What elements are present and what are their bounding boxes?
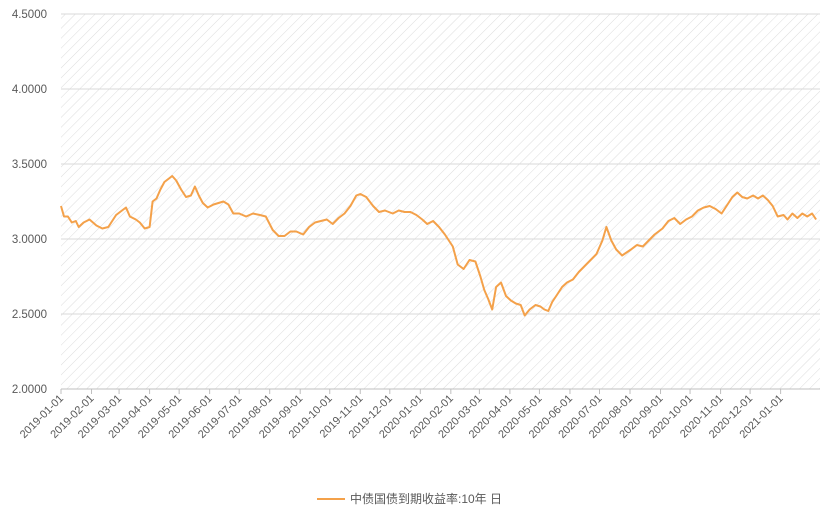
series-line — [60, 175, 817, 317]
y-tick-label: 4.0000 — [12, 84, 47, 96]
y-tick-label: 3.5000 — [12, 159, 47, 171]
y-tick-label: 2.0000 — [12, 384, 47, 396]
y-tick-label: 2.5000 — [12, 309, 47, 321]
y-tick-label: 3.0000 — [12, 234, 47, 246]
plot-area — [61, 14, 820, 389]
gridlines — [61, 13, 820, 390]
y-axis: 2.0000 2.5000 3.0000 3.5000 4.0000 4.5000 — [12, 9, 47, 396]
y-tick-label: 4.5000 — [12, 9, 47, 21]
legend-label: 中债国债到期收益率:10年 日 — [350, 491, 502, 506]
series-layer — [60, 175, 817, 317]
legend: 中债国债到期收益率:10年 日 — [317, 491, 502, 506]
x-axis: 2019-01-012019-02-012019-03-012019-04-01… — [18, 389, 786, 441]
